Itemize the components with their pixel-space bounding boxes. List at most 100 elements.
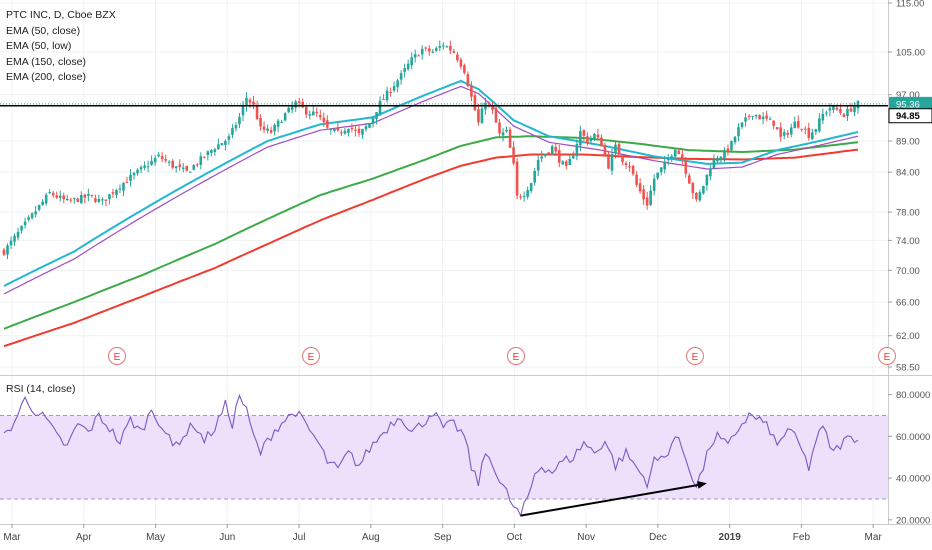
candle-body bbox=[431, 51, 435, 53]
candle-body bbox=[600, 137, 603, 147]
legend-ema50-close: EMA (50, close) bbox=[6, 24, 81, 37]
candle bbox=[607, 151, 610, 170]
candle bbox=[635, 171, 638, 188]
candle-body bbox=[301, 101, 305, 108]
price-tick-label: 105.00 bbox=[896, 47, 925, 58]
candle-body bbox=[108, 194, 111, 200]
candle-body bbox=[287, 107, 290, 113]
candle-body bbox=[399, 73, 403, 80]
price-tick-label: 58.50 bbox=[896, 363, 920, 374]
candle-body bbox=[719, 156, 723, 161]
candle bbox=[814, 128, 818, 136]
candle bbox=[673, 149, 677, 159]
candle bbox=[132, 171, 136, 180]
candle-body bbox=[347, 128, 350, 133]
candle-body bbox=[698, 192, 702, 201]
legend-ema50-low: EMA (50, low) bbox=[6, 40, 72, 53]
candle-body bbox=[354, 129, 357, 131]
time-tick-label: Aug bbox=[362, 532, 380, 543]
candle bbox=[41, 199, 44, 207]
candle bbox=[709, 164, 712, 181]
candle bbox=[508, 126, 512, 148]
candle bbox=[146, 160, 150, 173]
candle bbox=[424, 46, 428, 52]
candle-body bbox=[206, 151, 210, 155]
candle bbox=[101, 197, 104, 206]
candle bbox=[737, 123, 740, 142]
candle-body bbox=[793, 121, 797, 129]
candle bbox=[449, 40, 452, 55]
candle-body bbox=[146, 166, 150, 168]
candle bbox=[227, 133, 231, 145]
candle-body bbox=[449, 45, 452, 51]
candle bbox=[779, 122, 782, 142]
candle-body bbox=[765, 115, 768, 119]
candle-body bbox=[308, 114, 312, 116]
rsi-tick-label: 40.0000 bbox=[896, 474, 930, 485]
candle-body bbox=[427, 48, 431, 52]
candle bbox=[287, 106, 290, 114]
candle bbox=[34, 205, 37, 218]
candle-body bbox=[677, 150, 681, 155]
candle bbox=[143, 161, 146, 171]
candle bbox=[125, 176, 129, 184]
candle-body bbox=[579, 131, 582, 146]
candle bbox=[178, 159, 182, 171]
candle bbox=[768, 116, 772, 120]
candle bbox=[487, 101, 491, 108]
candle bbox=[586, 132, 589, 146]
candle-body bbox=[153, 158, 157, 163]
earnings-marker-circle bbox=[507, 347, 525, 365]
candle-body bbox=[565, 161, 568, 166]
candle-body bbox=[171, 160, 174, 168]
time-tick-label: 2019 bbox=[719, 532, 742, 543]
candle-body bbox=[139, 167, 143, 170]
candle bbox=[459, 57, 463, 70]
candle-body bbox=[378, 100, 382, 115]
rsi-title: RSI (14, close) bbox=[6, 383, 76, 395]
candle-body bbox=[122, 182, 125, 191]
candle bbox=[273, 123, 276, 136]
candle-body bbox=[329, 129, 333, 131]
candle-body bbox=[283, 113, 287, 121]
candle bbox=[245, 92, 248, 112]
candle bbox=[315, 107, 319, 118]
candle-body bbox=[470, 85, 473, 97]
candle-body bbox=[297, 101, 301, 103]
time-tick-label: Dec bbox=[649, 532, 667, 543]
candle-body bbox=[624, 163, 628, 166]
time-axis: Mar Apr May Jun Jul Aug Sep Oct Nov Dec 2019 Feb Mar… bbox=[3, 524, 882, 543]
candle bbox=[318, 109, 322, 121]
candle-body bbox=[529, 183, 533, 192]
candle-body bbox=[101, 199, 104, 201]
candle bbox=[326, 115, 329, 129]
candle-body bbox=[779, 127, 782, 137]
candle-body bbox=[322, 117, 326, 123]
candle-body bbox=[533, 171, 536, 183]
candle-body bbox=[55, 195, 59, 198]
candle-body bbox=[832, 106, 835, 111]
candle-body bbox=[846, 108, 849, 116]
candle-body bbox=[259, 117, 262, 127]
candle bbox=[579, 125, 582, 152]
candle-body bbox=[164, 159, 167, 161]
candle bbox=[589, 135, 593, 145]
candle-body bbox=[593, 133, 596, 140]
candle bbox=[403, 63, 406, 78]
candle-body bbox=[849, 108, 853, 112]
candle-body bbox=[744, 117, 747, 122]
last-price-badge bbox=[889, 96, 932, 111]
candle-body bbox=[326, 120, 329, 128]
candle bbox=[624, 161, 628, 169]
chart-title: PTC INC, D, Cboe BZX bbox=[6, 9, 116, 21]
candle bbox=[505, 126, 508, 133]
candle bbox=[466, 71, 470, 88]
candle-body bbox=[800, 128, 804, 130]
earnings-marker-circle bbox=[108, 347, 126, 365]
candle-body bbox=[695, 192, 698, 200]
rsi-line bbox=[3, 393, 859, 518]
divergence-arrow-line bbox=[520, 483, 702, 517]
candle bbox=[434, 46, 438, 53]
candle bbox=[456, 51, 459, 63]
